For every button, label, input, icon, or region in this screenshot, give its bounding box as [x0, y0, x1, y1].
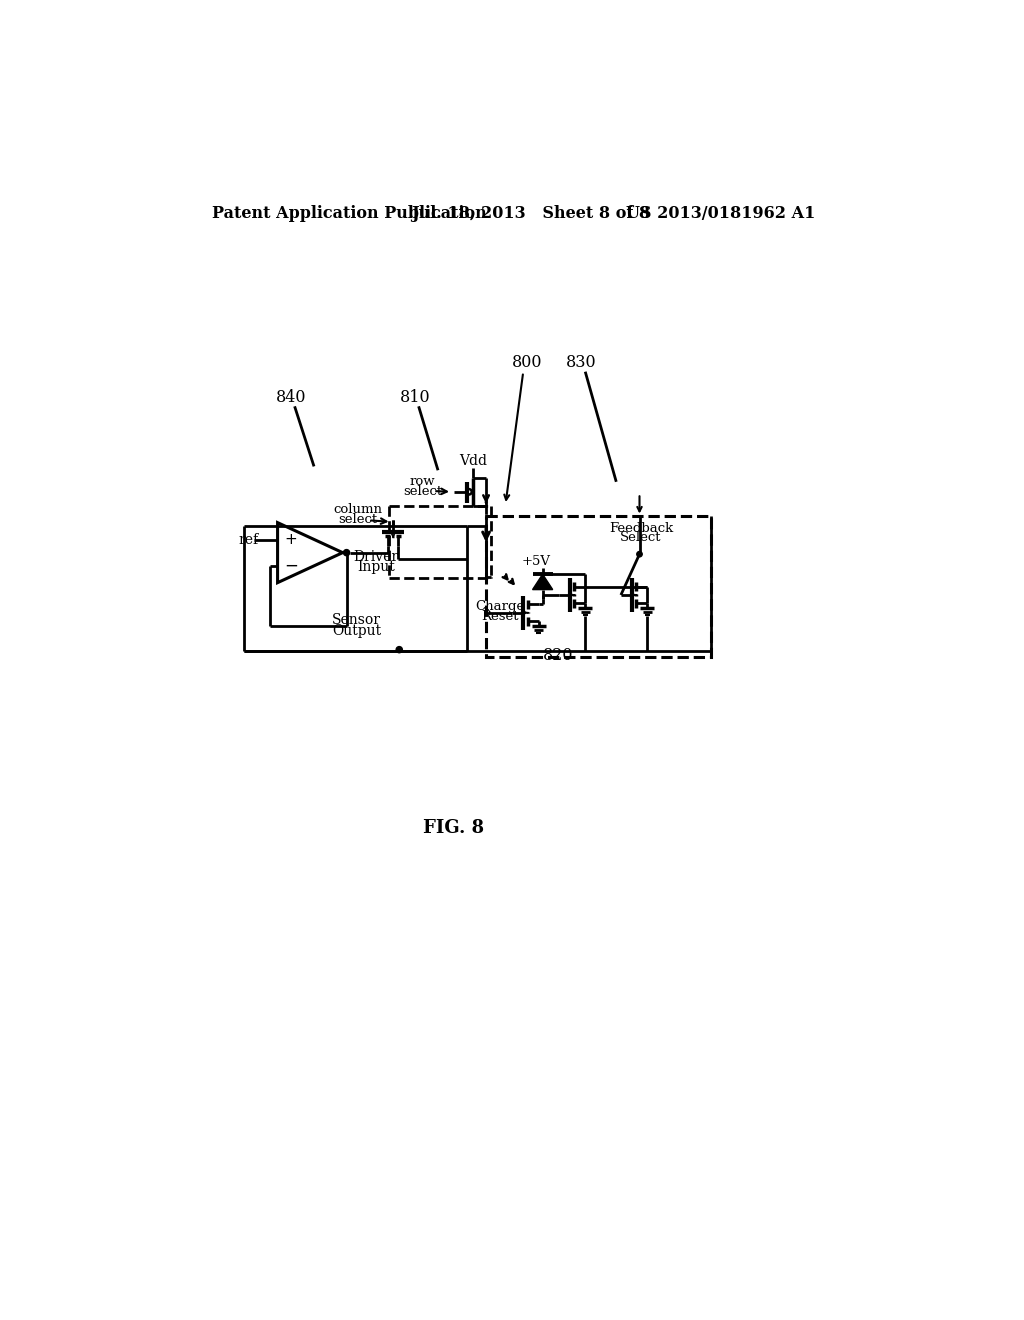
Text: FIG. 8: FIG. 8	[423, 820, 484, 837]
Text: select: select	[402, 484, 442, 498]
Bar	[486, 516, 711, 657]
Text: Driver: Driver	[353, 550, 398, 564]
Text: 800: 800	[512, 354, 543, 371]
Text: Sensor: Sensor	[332, 614, 381, 627]
Polygon shape	[532, 574, 553, 590]
Circle shape	[343, 549, 349, 556]
Text: 820: 820	[543, 647, 573, 664]
Text: 840: 840	[275, 388, 306, 405]
Text: Vdd: Vdd	[459, 454, 486, 469]
Text: Input: Input	[357, 560, 395, 574]
Text: Output: Output	[332, 624, 381, 638]
Text: US 2013/0181962 A1: US 2013/0181962 A1	[626, 206, 815, 222]
Text: Jul. 18, 2013   Sheet 8 of 8: Jul. 18, 2013 Sheet 8 of 8	[411, 206, 650, 222]
Text: Reset: Reset	[481, 610, 519, 623]
Text: row: row	[410, 475, 435, 488]
Text: +: +	[285, 532, 297, 546]
Text: ref: ref	[239, 532, 259, 546]
Text: 830: 830	[566, 354, 597, 371]
Text: Charge: Charge	[475, 601, 524, 612]
Text: column: column	[334, 503, 383, 516]
Text: +5V: +5V	[522, 556, 551, 569]
Text: select: select	[339, 513, 378, 527]
Text: Patent Application Publication: Patent Application Publication	[212, 206, 486, 222]
Circle shape	[396, 647, 402, 653]
Text: Select: Select	[621, 531, 662, 544]
Text: Feedback: Feedback	[609, 521, 673, 535]
Text: 810: 810	[399, 388, 430, 405]
Circle shape	[637, 552, 642, 557]
Text: −: −	[285, 557, 298, 574]
